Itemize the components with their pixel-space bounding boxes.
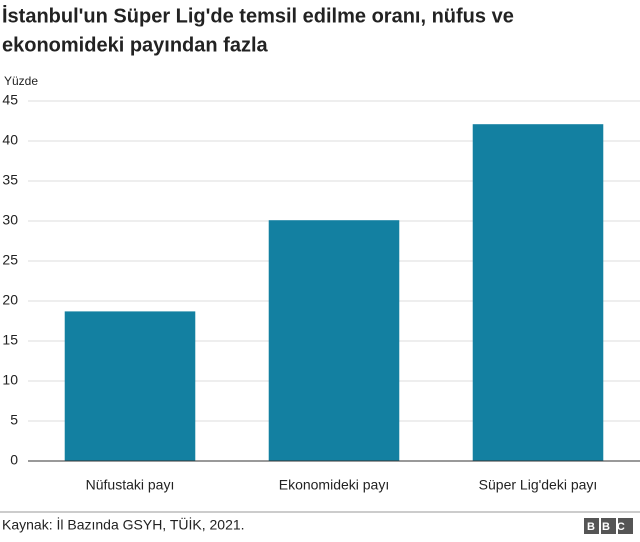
bar (64, 311, 196, 461)
y-axis-label: Yüzde (4, 74, 38, 88)
source: Kaynak: İl Bazında GSYH, TÜİK, 2021. (2, 516, 245, 533)
logo-box (601, 518, 616, 534)
x-tick-label: Ekonomideki payı (279, 477, 390, 493)
y-tick-label: 10 (2, 372, 18, 388)
y-tick-label: 35 (2, 172, 18, 188)
bar (268, 220, 400, 461)
bbc-logo: BBC (584, 518, 633, 534)
y-tick-label: 20 (2, 292, 18, 308)
chart-title-line-2: ekonomideki payından fazla (2, 34, 269, 56)
bar (472, 124, 604, 461)
logo-box (584, 518, 599, 534)
y-tick-label: 15 (2, 332, 18, 348)
y-tick-label: 45 (2, 92, 18, 108)
logo-box (618, 518, 633, 534)
chart-title-line-1: İstanbul'un Süper Lig'de temsil edilme o… (2, 4, 514, 27)
y-tick-label: 30 (2, 212, 18, 228)
x-tick-label: Nüfustaki payı (86, 477, 175, 493)
logo-text: BBC (587, 521, 632, 533)
x-tick-label: Süper Lig'deki payı (479, 477, 598, 493)
y-tick-label: 5 (10, 412, 18, 428)
y-tick-label: 40 (2, 132, 18, 148)
y-tick-label: 0 (10, 452, 18, 468)
y-tick-label: 25 (2, 252, 18, 268)
